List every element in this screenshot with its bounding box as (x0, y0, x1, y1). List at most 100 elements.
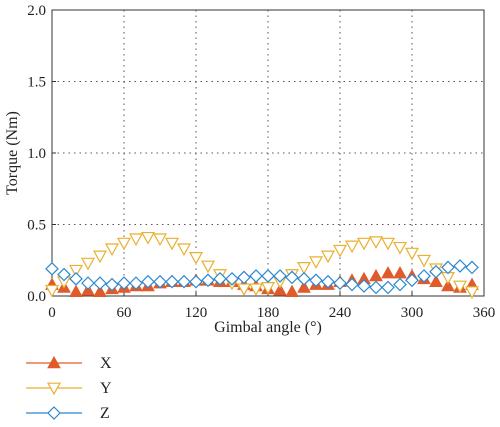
series-z (45, 259, 479, 295)
data-point-y (104, 243, 120, 257)
data-point-y (164, 237, 180, 251)
y-tick-label: 1.0 (27, 146, 46, 162)
legend-label: X (100, 355, 112, 372)
data-point-y (68, 264, 84, 278)
data-point-z (297, 271, 311, 286)
data-point-z (81, 276, 95, 290)
legend-item-y: Y (26, 380, 112, 397)
data-point-z (93, 276, 107, 290)
data-point-y (116, 237, 132, 251)
data-point-z (321, 274, 335, 289)
data-point-z (393, 277, 407, 292)
data-point-z (273, 269, 287, 283)
data-point-x (393, 266, 407, 279)
data-point-z (345, 277, 359, 292)
x-tick-label: 60 (117, 305, 132, 321)
data-point-x (441, 278, 455, 292)
legend: XYZ (26, 355, 112, 422)
data-point-y (152, 233, 168, 247)
data-point-z (381, 280, 395, 295)
data-point-z (189, 274, 203, 289)
data-point-z (453, 259, 467, 273)
data-point-z (105, 277, 119, 292)
data-point-y (248, 283, 264, 297)
data-point-y (320, 250, 336, 264)
legend-item-x: X (26, 355, 112, 372)
data-point-y (332, 244, 348, 258)
data-point-x (273, 283, 287, 296)
data-point-z (417, 269, 431, 283)
data-point-z (201, 273, 215, 288)
data-point-z (117, 276, 131, 290)
data-point-y (296, 262, 312, 275)
data-point-y (128, 233, 144, 247)
data-point-z (357, 279, 371, 293)
data-point-x (381, 266, 395, 279)
x-axis-title: Gimbal angle (°) (214, 319, 322, 336)
data-point-z (441, 260, 455, 275)
data-point-y (392, 241, 408, 255)
grid (52, 10, 484, 296)
data-point-y (356, 237, 372, 251)
x-tick-label: 300 (401, 305, 424, 321)
x-tick-label: 120 (185, 305, 208, 321)
x-tick-label: 180 (257, 305, 280, 321)
data-point-y (188, 251, 204, 265)
data-point-z (45, 261, 59, 276)
data-point-y (464, 286, 480, 299)
data-point-z (141, 274, 155, 289)
legend-label: Y (100, 380, 112, 397)
y-tick-label: 1.5 (27, 75, 46, 91)
data-point-y (368, 236, 384, 249)
data-point-x (369, 268, 383, 282)
data-point-z (369, 280, 383, 295)
data-point-x (429, 274, 443, 287)
legend-marker (47, 355, 61, 369)
data-point-z (285, 270, 299, 285)
data-point-z (177, 274, 191, 289)
data-point-z (261, 269, 275, 283)
data-point-y (416, 254, 432, 268)
data-point-z (405, 273, 419, 288)
data-point-z (249, 269, 263, 283)
data-point-z (309, 273, 323, 288)
y-tick-label: 0.0 (27, 289, 46, 305)
data-markers (44, 231, 480, 299)
data-point-z (129, 276, 143, 290)
data-point-y (344, 240, 360, 254)
data-point-z (69, 271, 83, 286)
data-point-z (225, 271, 239, 286)
data-point-y (176, 243, 192, 257)
data-point-x (297, 280, 311, 293)
data-point-z (429, 264, 443, 279)
data-point-z (333, 276, 347, 290)
data-point-x (69, 284, 83, 298)
data-point-y (380, 237, 396, 251)
data-point-x (285, 284, 299, 298)
data-point-z (465, 260, 479, 275)
data-point-y (80, 257, 96, 271)
data-point-y (452, 280, 468, 294)
data-point-z (165, 274, 179, 289)
legend-item-z: Z (26, 405, 110, 422)
legend-marker (47, 406, 61, 420)
data-point-z (57, 267, 71, 282)
data-point-x (93, 284, 107, 298)
x-tick-label: 0 (48, 305, 56, 321)
data-point-y (92, 250, 108, 264)
x-tick-label: 360 (473, 305, 496, 321)
data-point-y (200, 260, 216, 274)
legend-label: Z (100, 405, 110, 422)
legend-marker (46, 382, 62, 396)
data-point-y (308, 256, 324, 269)
data-point-z (153, 274, 167, 289)
axis-ticks: 0 60 120 180 240 300 360 0.0 0.5 1.0 1.5 2.0 (27, 3, 495, 321)
data-point-z (213, 271, 227, 286)
y-tick-label: 2.0 (27, 3, 46, 19)
y-tick-label: 0.5 (27, 218, 46, 234)
data-point-z (237, 270, 251, 285)
data-point-y (44, 284, 60, 298)
data-point-y (140, 231, 156, 245)
y-axis-title: Torque (Nm) (4, 111, 21, 195)
